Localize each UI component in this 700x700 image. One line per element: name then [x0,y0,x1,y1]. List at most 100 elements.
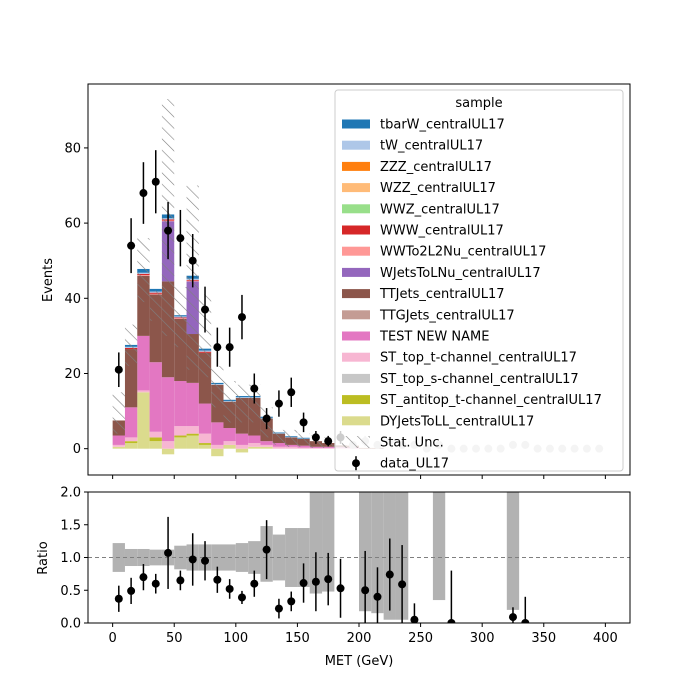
legend-label-4: TEST NEW NAME [379,330,489,345]
bar-segment-4-4 [161,377,175,442]
ratio-point-6 [188,555,197,564]
ratio-point-3 [151,579,160,588]
ratio-point-13 [274,604,283,613]
legend-label-1: ST_antitop_t-channel_centralUL17 [380,393,602,408]
legend-swatch-stat-unc [342,436,370,448]
ratio-y-tick-label-1: 0.5 [60,584,81,599]
bar-segment-0-4 [161,448,175,455]
ratio-band-21 [371,492,384,614]
data-point-13 [274,399,283,408]
legend-label-13: tW_centralUL17 [380,139,483,154]
ratio-point-20 [373,592,382,601]
legend-swatch-3 [342,352,370,362]
x-tick-label-0: 0 [108,631,116,646]
ratio-y-axis: 0.0 0.5 1.0 1.5 2.0 [60,486,88,632]
legend-label-6: TTJets_centralUL17 [379,287,505,302]
bar-segment-3-0 [112,444,125,447]
bar-segment-4-0 [112,435,125,445]
ratio-points-layer [114,516,530,623]
ratio-point-9 [225,584,234,593]
x-tick-label-2: 100 [223,631,248,646]
data-point-1 [127,241,136,250]
legend-swatch-0 [342,416,370,426]
bar-segment-0-12 [260,446,273,449]
x-tick-label-8: 400 [593,631,618,646]
data-point-2 [139,189,148,198]
legend-swatch-4 [342,331,370,341]
data-point-9 [225,343,234,352]
y-tick-label-4: 80 [64,141,81,156]
legend-swatch-7 [342,267,370,277]
data-point-17 [324,437,333,446]
data-point-11 [250,384,259,393]
y-tick-label-0: 0 [73,442,81,457]
legend-label-10: WWZ_centralUL17 [380,202,500,217]
data-point-8 [213,343,222,352]
ratio-point-23 [410,615,419,623]
bar-segment-1-1 [124,441,138,444]
bar-segment-0-0 [112,446,125,449]
ratio-point-16 [311,577,320,586]
ratio-point-15 [299,579,308,588]
data-point-14 [287,388,296,397]
legend-swatch-10 [342,204,370,214]
ratio-y-axis-label: Ratio [36,541,51,574]
bar-segment-4-6 [186,382,199,427]
ratio-point-21 [385,570,394,579]
stat-unc-band-2 [137,238,150,303]
ratio-point-8 [213,575,222,584]
stat-unc-band-13 [272,429,286,445]
legend-items: tbarW_centralUL17 tW_centralUL17 ZZZ_centr… [342,118,602,472]
bar-segment-3-5 [174,426,187,436]
y-tick-label-3: 60 [64,217,81,232]
bar-segment-1-6 [186,433,199,436]
legend-swatch-11 [342,183,370,193]
stat-unc-band-0 [112,392,125,434]
ratio-band-3 [149,549,162,566]
ratio-band-26 [432,492,446,601]
legend-label-9: WWW_centralUL17 [380,224,504,239]
legend-label-0: DYJetsToLL_centralUL17 [380,414,534,429]
ratio-point-14 [287,597,296,606]
x-axis-label: MET (GeV) [325,654,394,669]
ratio-band-11 [248,541,261,574]
bar-segment-3-4 [161,441,175,449]
bar-segment-4-13 [272,443,286,447]
ratio-band-16 [309,492,323,594]
ratio-point-12 [262,545,271,554]
legend-swatch-14 [342,119,370,129]
ratio-y-tick-label-3: 1.5 [60,518,81,533]
stat-unc-band-3 [149,290,162,321]
data-point-10 [237,313,246,322]
bar-segment-4-7 [198,403,212,434]
ratio-panel: 0.0 0.5 1.0 1.5 2.0 0 50 100 150 200 250 300 350 400… [36,486,631,669]
bar-segment-0-9 [223,444,236,449]
ratio-band-10 [235,543,249,572]
legend: sample tbarW_centralUL17 tW_centralUL17 ZZ… [334,89,624,472]
bar-segment-3-9 [223,441,236,445]
ratio-band-15 [297,528,310,587]
stat-unc-band-5 [174,287,187,348]
bar-segment-3-8 [211,444,224,449]
bar-segment-1-5 [174,435,187,438]
legend-swatch-9 [342,225,370,235]
bar-segment-4-2 [137,335,150,391]
ratio-band-17 [322,492,335,592]
bar-segment-1-7 [198,443,212,445]
ratio-x-axis: 0 50 100 150 200 250 300 350 400 [108,623,618,646]
legend-title: sample [455,96,502,111]
x-tick-label-6: 300 [470,631,495,646]
bar-segment-4-10 [235,433,249,445]
x-tick-label-7: 350 [531,631,556,646]
bar-segment-4-3 [149,362,162,432]
stat-unc-band-1 [124,324,138,366]
ratio-point-19 [361,586,370,595]
ratio-point-10 [237,593,246,602]
main-y-axis: 0 20 40 60 80 [64,141,88,457]
bar-segment-4-1 [124,407,138,438]
bar-segment-4-9 [223,428,236,442]
bar-segment-3-1 [124,437,138,442]
data-point-4 [164,226,173,235]
legend-label-11: WZZ_centralUL17 [380,181,496,196]
bar-segment-3-2 [137,390,150,393]
